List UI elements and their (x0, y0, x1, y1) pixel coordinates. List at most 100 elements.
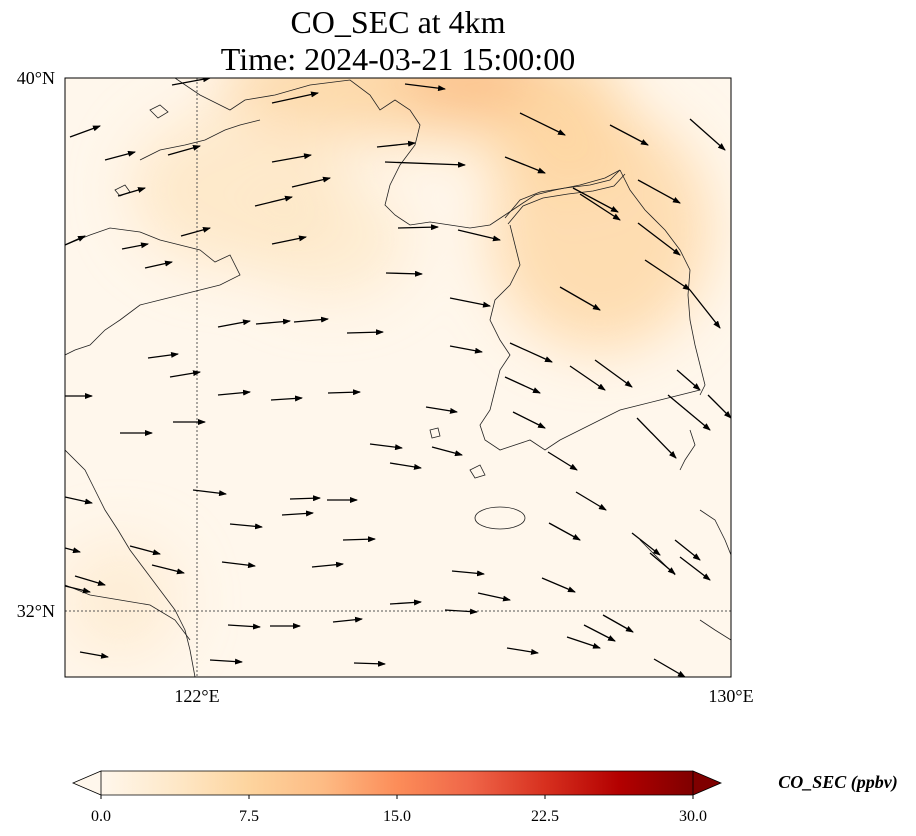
wind-arrow (369, 443, 403, 451)
lon-label-122e: 122°E (174, 686, 219, 706)
colorbar-extend-max (692, 770, 723, 796)
lat-label-32n: 32°N (17, 601, 55, 621)
wind-arrow (575, 491, 607, 511)
wind-arrow (221, 561, 256, 569)
wind-arrow (572, 187, 619, 213)
colorbar-tick-label: 15.0 (383, 808, 411, 825)
wind-arrow (180, 226, 211, 237)
wind-arrow (509, 342, 553, 363)
wind-arrow (449, 297, 491, 308)
wind-arrow (147, 351, 179, 359)
wind-arrow (579, 193, 621, 221)
wind-arrow (289, 495, 321, 502)
wind-arrow (631, 532, 661, 556)
wind-arrow (594, 359, 633, 388)
wind-arrow (504, 376, 541, 394)
wind-arrow (254, 195, 293, 207)
wind-arrow (169, 370, 201, 378)
wind-arrow (689, 118, 726, 151)
lat-label-40n: 40°N (17, 68, 55, 88)
wind-arrow (104, 150, 136, 161)
wind-arrow (425, 406, 458, 414)
wind-arrow (144, 260, 173, 269)
wind-arrow (519, 112, 566, 136)
wind-arrow (389, 599, 422, 606)
wind-arrow (171, 78, 211, 86)
wind-arrow (637, 222, 681, 256)
map-frame (64, 77, 732, 678)
wind-arrow (65, 235, 86, 246)
wind-arrow (569, 365, 606, 391)
wind-arrow (667, 394, 711, 431)
wind-arrow (449, 345, 483, 354)
wind-arrow (404, 83, 446, 92)
wind-arrow (512, 411, 546, 429)
map-panel (65, 78, 731, 677)
wind-arrow (389, 462, 422, 470)
wind-arrow (504, 156, 546, 174)
wind-arrow (346, 329, 384, 336)
colorbar-label: CO_SEC (ppbv) (778, 772, 898, 793)
wind-arrow (271, 91, 319, 104)
wind-arrow (69, 125, 101, 138)
wind-arrow (548, 522, 581, 541)
lon-label-130e: 130°E (708, 686, 753, 706)
wind-arrow (217, 319, 251, 328)
wind-arrow (385, 270, 423, 277)
wind-arrow (227, 623, 261, 630)
wind-arrow (566, 636, 601, 649)
wind-arrow (679, 556, 711, 581)
colorbar-body (101, 771, 693, 795)
wind-arrow (229, 523, 263, 530)
wind-arrow (129, 545, 161, 556)
wind-arrow (559, 286, 601, 311)
wind-arrow (397, 224, 439, 231)
colorbar: 0.0 7.5 15.0 22.5 30.0 CO_SEC (ppbv) (71, 770, 898, 825)
wind-arrow (547, 451, 578, 471)
wind-arrow (311, 561, 344, 568)
wind-arrow (151, 564, 185, 575)
wind-arrow (255, 318, 291, 325)
wind-arrow (192, 489, 227, 497)
wind-arrow (342, 536, 376, 543)
title-line-2: Time: 2024-03-21 15:00:00 (221, 41, 575, 77)
wind-arrow (270, 395, 303, 402)
wind-arrow (271, 153, 312, 163)
wind-arrow (65, 547, 81, 554)
wind-arrow (209, 658, 243, 665)
colorbar-extend-min (71, 770, 102, 796)
wind-arrow (353, 660, 386, 667)
wind-arrow (649, 552, 676, 575)
wind-vectors (65, 78, 731, 677)
wind-arrow (376, 140, 416, 148)
wind-arrow (431, 446, 463, 457)
wind-arrow (65, 585, 91, 594)
colorbar-ticks: 0.0 7.5 15.0 22.5 30.0 (91, 795, 707, 825)
wind-arrow (477, 592, 511, 602)
wind-arrow (609, 124, 649, 146)
colorbar-tick-label: 30.0 (679, 808, 707, 825)
coastlines (65, 78, 731, 677)
wind-arrow (444, 608, 478, 615)
wind-arrow (707, 394, 731, 419)
wind-arrow (676, 369, 701, 391)
wind-arrow (644, 259, 691, 291)
wind-arrow (293, 316, 329, 323)
wind-arrow (217, 389, 251, 396)
colorbar-tick-label: 7.5 (239, 808, 259, 825)
wind-arrow (79, 651, 109, 659)
wind-arrow (583, 624, 616, 642)
wind-arrow (384, 161, 466, 168)
wind-arrow (121, 242, 149, 250)
wind-arrow (291, 176, 331, 188)
wind-arrow (541, 577, 576, 593)
wind-arrow (332, 616, 363, 623)
wind-arrow (451, 570, 485, 577)
wind-arrow (327, 389, 361, 396)
wind-arrow (602, 614, 634, 633)
colorbar-tick-label: 22.5 (531, 808, 559, 825)
colorbar-tick-label: 0.0 (91, 808, 111, 825)
wind-arrow (637, 179, 681, 204)
border (504, 169, 626, 225)
wind-arrow (167, 145, 201, 156)
